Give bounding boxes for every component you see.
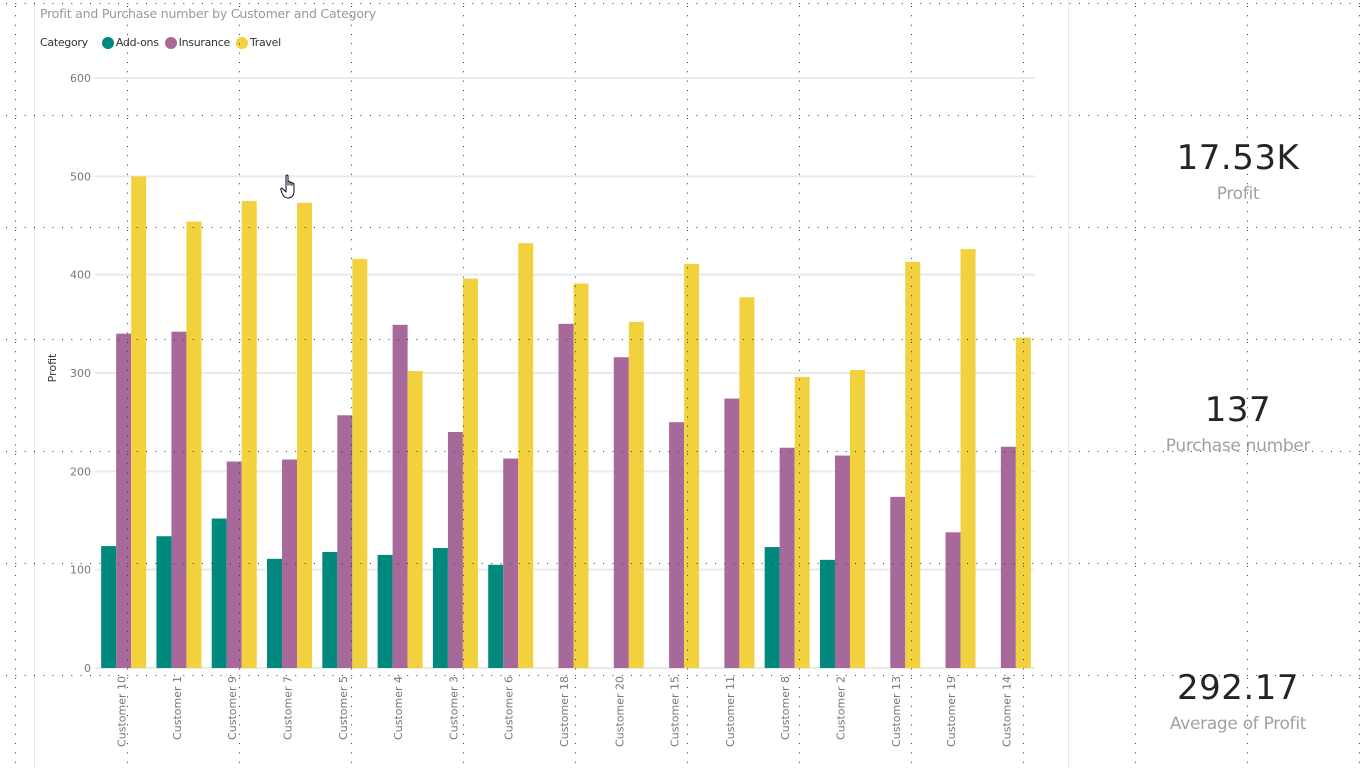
bar-travel-customer-18[interactable] [573,283,589,668]
bar-insurance-customer-4[interactable] [392,324,408,668]
x-tick-label: Customer 10 [116,676,129,747]
bar-add-ons-customer-1[interactable] [156,536,172,668]
y-tick-label: 400 [70,269,91,282]
bar-add-ons-customer-9[interactable] [211,518,227,668]
bar-add-ons-customer-7[interactable] [267,558,283,668]
x-tick-label: Customer 19 [945,676,958,747]
bar-travel-customer-5[interactable] [352,258,368,668]
bar-insurance-customer-9[interactable] [226,461,242,669]
card-average-of-profit[interactable]: 292.17 Average of Profit [1110,668,1366,734]
x-tick-label: Customer 8 [779,676,792,740]
bar-add-ons-customer-2[interactable] [819,559,835,668]
y-tick-label: 0 [84,662,91,675]
bar-add-ons-customer-6[interactable] [488,564,504,668]
bar-travel-customer-11[interactable] [739,297,755,668]
card-label: Profit [1216,184,1260,204]
bar-insurance-customer-3[interactable] [447,432,463,668]
x-tick-label: Customer 13 [890,676,903,747]
bar-add-ons-customer-4[interactable] [377,554,393,668]
bar-add-ons-customer-3[interactable] [432,548,448,668]
bar-insurance-customer-8[interactable] [779,447,795,668]
bar-add-ons-customer-8[interactable] [764,547,780,668]
hand-pointer-cursor-icon [280,174,295,199]
bar-travel-customer-13[interactable] [905,261,921,668]
y-tick-label: 100 [70,564,91,577]
bar-insurance-customer-7[interactable] [282,459,298,668]
bar-insurance-customer-6[interactable] [503,458,519,668]
x-tick-label: Customer 2 [834,676,847,740]
bar-travel-customer-3[interactable] [462,278,478,668]
bar-insurance-customer-13[interactable] [890,496,906,668]
x-tick-label: Customer 14 [1000,676,1013,747]
x-tick-label: Customer 1 [171,676,184,740]
y-tick-label: 600 [70,72,91,85]
bar-insurance-customer-15[interactable] [669,422,685,668]
card-value: 292.17 [1177,668,1299,708]
bar-insurance-customer-18[interactable] [558,323,574,668]
card-label: Average of Profit [1169,714,1307,734]
card-label: Purchase number [1165,436,1311,456]
x-tick-label: Customer 7 [282,676,295,740]
y-tick-label: 200 [70,465,91,478]
bar-travel-customer-1[interactable] [186,221,202,669]
bar-travel-customer-15[interactable] [684,263,700,668]
bar-insurance-customer-11[interactable] [724,398,740,668]
bar-insurance-customer-1[interactable] [171,331,187,668]
bar-travel-customer-9[interactable] [241,200,257,668]
bar-travel-customer-4[interactable] [407,371,423,668]
card-purchase-number[interactable]: 137 Purchase number [1110,390,1366,456]
y-tick-label: 300 [70,367,91,380]
bar-add-ons-customer-10[interactable] [101,546,117,668]
card-value: 17.53K [1176,138,1300,178]
x-tick-label: Customer 15 [669,676,682,747]
bar-travel-customer-20[interactable] [628,321,644,668]
x-tick-label: Customer 3 [447,676,460,740]
x-tick-label: Customer 9 [226,676,239,740]
bar-travel-customer-6[interactable] [518,243,534,668]
bar-insurance-customer-10[interactable] [116,333,132,668]
bar-travel-customer-8[interactable] [794,376,810,668]
bar-insurance-customer-2[interactable] [834,455,850,668]
card-value: 137 [1204,390,1272,430]
x-tick-label: Customer 11 [724,676,737,747]
x-tick-label: Customer 20 [613,676,626,747]
x-tick-label: Customer 4 [392,676,405,740]
bar-travel-customer-14[interactable] [1015,337,1031,668]
x-tick-label: Customer 6 [503,676,516,740]
x-tick-label: Customer 18 [558,676,571,747]
bar-travel-customer-7[interactable] [297,202,313,668]
bar-travel-customer-19[interactable] [960,249,976,668]
bar-travel-customer-2[interactable] [849,370,865,668]
x-tick-label: Customer 5 [337,676,350,740]
bar-insurance-customer-19[interactable] [945,532,961,668]
bar-travel-customer-10[interactable] [131,176,147,669]
bar-add-ons-customer-5[interactable] [322,551,338,668]
bar-insurance-customer-5[interactable] [337,415,353,668]
bar-insurance-customer-20[interactable] [613,357,629,668]
bar-insurance-customer-14[interactable] [1000,446,1016,668]
card-profit[interactable]: 17.53K Profit [1110,138,1366,204]
y-tick-label: 500 [70,170,91,183]
y-axis-title: Profit [46,353,59,382]
